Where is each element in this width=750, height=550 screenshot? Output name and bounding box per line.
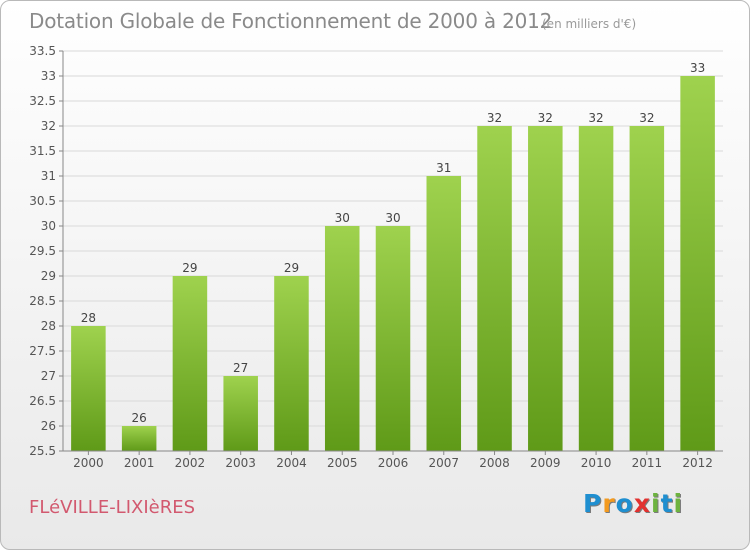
y-tick-label: 30.5 [29,194,56,208]
logo-letter: o [615,489,634,518]
x-tick-label: 2011 [632,456,663,470]
x-tick-label: 2003 [225,456,256,470]
y-tick-label: 32.5 [29,94,56,108]
value-label: 27 [233,361,248,375]
y-tick-label: 33 [41,69,56,83]
bar-2012 [680,76,715,451]
y-tick-label: 31 [41,169,56,183]
value-label: 29 [182,261,197,275]
value-label: 28 [81,311,96,325]
y-tick-label: 33.5 [29,44,56,58]
logo-letter: r [602,489,616,518]
commune-name: FLéVILLE-LIXIèRES [29,497,196,518]
proxiti-logo: Proxiti [583,489,683,518]
bar-2004 [274,276,309,451]
chart-title: Dotation Globale de Fonctionnement de 20… [29,9,553,33]
y-tick-label: 28.5 [29,294,56,308]
value-label: 31 [436,161,451,175]
y-tick-label: 32 [41,119,56,133]
bar-2010 [578,126,614,451]
x-tick-label: 2012 [682,456,713,470]
bar-2001 [121,426,157,451]
value-label: 32 [639,111,654,125]
logo-letter: x [633,489,651,518]
logo-letter: P [583,489,603,518]
y-tick-label: 30 [41,219,56,233]
x-tick-label: 2009 [530,456,561,470]
y-tick-label: 26 [41,419,56,433]
x-tick-label: 2000 [73,456,104,470]
x-tick-label: 2006 [378,456,409,470]
y-tick-label: 31.5 [29,144,56,158]
bar-2005 [324,226,360,451]
y-tick-label: 27.5 [29,344,56,358]
x-tick-label: 2010 [581,456,612,470]
y-tick-label: 29.5 [29,244,56,258]
y-tick-label: 27 [41,369,56,383]
bar-2009 [528,126,563,451]
value-label: 29 [284,261,299,275]
logo-letter: t [660,489,674,518]
bar-2003 [223,376,258,451]
value-label: 33 [690,61,705,75]
y-tick-label: 26.5 [29,394,56,408]
value-label: 26 [132,411,147,425]
value-label: 32 [538,111,553,125]
bar-2006 [375,226,411,451]
bar-2008 [477,126,512,451]
bar-2007 [426,176,462,451]
value-label: 30 [335,211,350,225]
x-tick-label: 2001 [124,456,155,470]
logo-letter: i [673,489,684,518]
x-tick-label: 2004 [276,456,307,470]
bar-2000 [71,326,106,451]
bar-2011 [629,126,665,451]
x-tick-label: 2002 [175,456,206,470]
x-tick-label: 2005 [327,456,358,470]
value-label: 32 [588,111,603,125]
logo-letter: i [651,489,661,518]
y-tick-label: 29 [41,269,56,283]
value-label: 32 [487,111,502,125]
x-tick-label: 2008 [479,456,510,470]
bar-2002 [172,276,208,451]
y-tick-label: 25.5 [29,444,56,458]
x-tick-label: 2007 [428,456,459,470]
chart-subtitle: (en milliers d'€) [542,17,637,31]
value-label: 30 [385,211,400,225]
y-tick-label: 28 [41,319,56,333]
